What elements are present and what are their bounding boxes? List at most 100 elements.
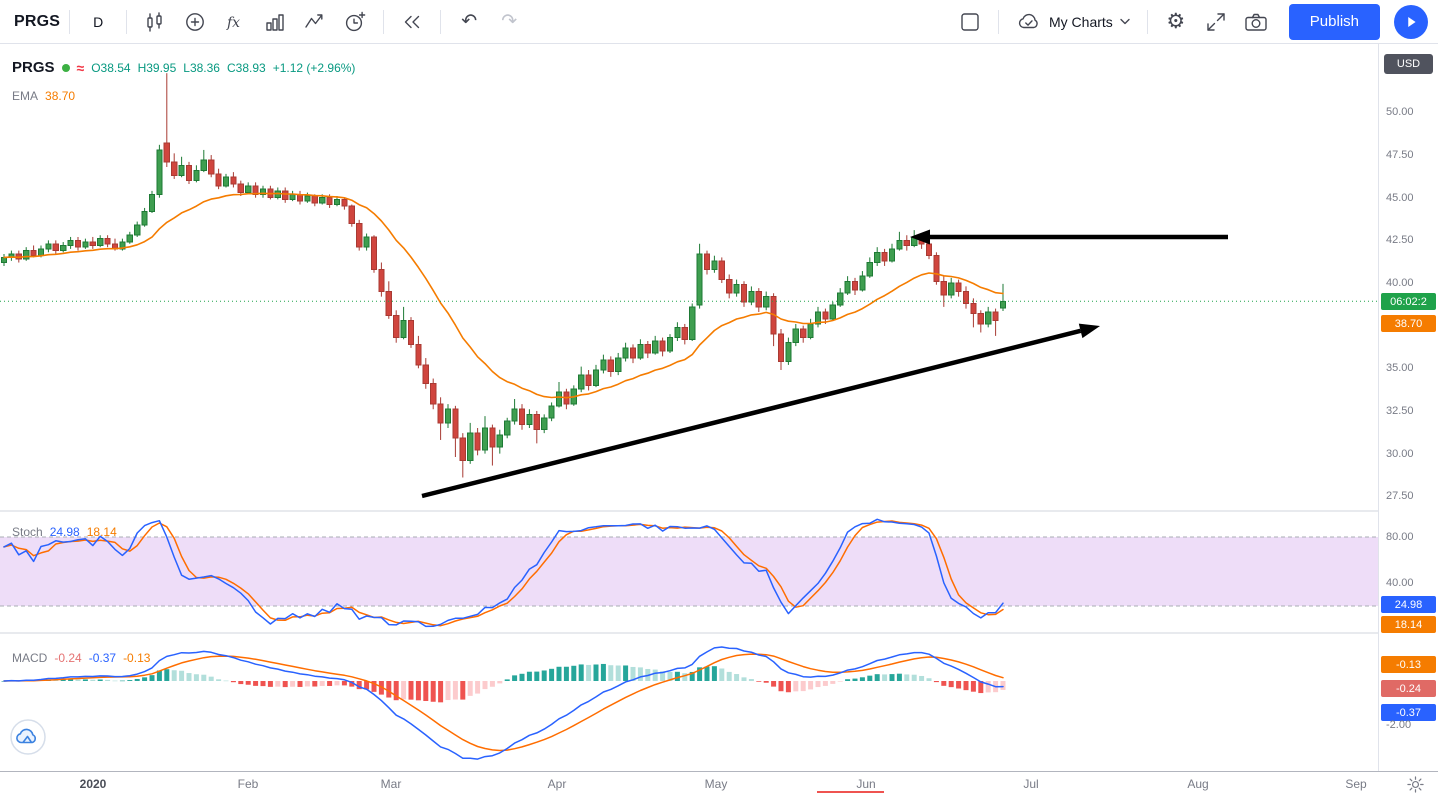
my-charts-button[interactable]: My Charts	[1008, 4, 1138, 40]
bar-replay-button[interactable]	[393, 4, 431, 40]
top-toolbar: PRGS D fx	[0, 0, 1438, 44]
ema-value: 38.70	[45, 89, 76, 103]
toolbar-divider	[440, 9, 442, 34]
stoch-k-value: 24.98	[49, 525, 80, 539]
stoch-d-badge: 18.14	[1381, 616, 1436, 633]
price-scale-label: 32.50	[1386, 404, 1414, 417]
stoch-band	[0, 537, 1378, 606]
drawn-arrow-head	[1078, 323, 1100, 339]
toolbar-divider	[1146, 9, 1148, 34]
macd-signal-badge: -0.13	[1381, 656, 1436, 673]
gear-icon: ⚙	[1166, 10, 1186, 33]
delayed-data-icon: ≈	[76, 59, 85, 76]
ema-label: EMA	[12, 89, 39, 103]
macd-legend[interactable]: MACD -0.24 -0.37 -0.13	[12, 651, 150, 665]
toolbar-divider	[126, 9, 128, 34]
legend-change: +1.12 (+2.96%)	[272, 60, 356, 75]
time-axis[interactable]: 2020 Feb Mar Apr May Jun Jul Aug Sep	[0, 771, 1438, 795]
compare-plus-icon	[186, 12, 205, 31]
price-scale-label: 30.00	[1386, 447, 1414, 460]
compare-button[interactable]	[176, 4, 214, 40]
bar-columns-icon	[266, 13, 284, 31]
stoch-d-value: 18.14	[86, 525, 117, 539]
price-scale-label: -2.00	[1386, 719, 1412, 731]
market-status-icon	[61, 63, 70, 72]
stoch-k-badge: 24.98	[1381, 596, 1436, 613]
alert-button[interactable]	[336, 4, 374, 40]
my-charts-label: My Charts	[1049, 13, 1113, 30]
cloud-mountain-logo-icon	[10, 719, 46, 755]
time-axis-label: Mar	[380, 777, 402, 791]
drawn-arrow[interactable]	[421, 328, 1082, 499]
rewind-icon	[404, 15, 420, 28]
price-scale-label: 42.50	[1386, 234, 1414, 247]
indicators-button[interactable]: fx	[216, 4, 254, 40]
play-arrow-icon	[1408, 16, 1416, 27]
time-axis-label: Sep	[1345, 777, 1367, 791]
open-ideas-panel-button[interactable]	[1394, 4, 1428, 39]
expand-arrows-icon	[1207, 12, 1225, 31]
settings-button[interactable]: ⚙	[1157, 4, 1195, 40]
theme-sun-icon[interactable]	[1407, 776, 1424, 795]
symbol-button[interactable]: PRGS	[14, 12, 61, 30]
legend-low: L38.36	[183, 60, 220, 75]
macd-hist-value: -0.24	[54, 651, 82, 665]
interval-button[interactable]: D	[79, 4, 117, 40]
time-axis-label: Jul	[1023, 777, 1039, 791]
price-scale[interactable]: USD 06:02:2 38.70 24.98 18.14 -0.13 -0.2…	[1378, 44, 1438, 771]
currency-badge[interactable]: USD	[1384, 54, 1433, 74]
undo-icon: ↶	[461, 11, 478, 32]
price-scale-label: 47.50	[1386, 149, 1414, 162]
stoch-label: Stoch	[12, 525, 43, 539]
layout-button[interactable]	[951, 4, 989, 40]
macd-signal-value: -0.13	[123, 651, 151, 665]
fullscreen-button[interactable]	[1197, 4, 1235, 40]
camera-icon	[1245, 13, 1267, 31]
tradingview-logo[interactable]	[10, 719, 46, 755]
legend-high: H39.95	[137, 60, 177, 75]
undo-button[interactable]: ↶	[450, 4, 488, 40]
chart-canvas[interactable]	[0, 44, 1378, 771]
legend-close: C38.93	[226, 60, 266, 75]
time-axis-label: Jun	[856, 777, 876, 791]
stoch-legend[interactable]: Stoch 24.98 18.14	[12, 525, 117, 539]
chevron-down-icon	[1120, 18, 1130, 25]
candlestick-style-icon	[147, 11, 162, 32]
chart-style-button[interactable]	[136, 4, 174, 40]
price-scale-label: 35.00	[1386, 362, 1414, 375]
time-axis-label: May	[704, 777, 728, 791]
price-scale-label: 45.00	[1386, 191, 1414, 204]
redo-button[interactable]: ↷	[490, 4, 528, 40]
time-axis-label: 2020	[79, 777, 107, 791]
drawn-arrow-head	[910, 229, 930, 245]
main-legend[interactable]: PRGS ≈ O38.54 H39.95 L38.36 C38.93 +1.12…	[12, 59, 355, 76]
screenshot-button[interactable]	[1237, 4, 1275, 40]
toolbar-divider	[383, 9, 385, 34]
price-scale-label: 40.00	[1386, 277, 1414, 289]
axis-highlight	[817, 791, 884, 793]
cloud-check-icon	[1018, 13, 1038, 28]
toolbar-divider	[998, 9, 999, 34]
price-scale-label: 27.50	[1386, 490, 1414, 503]
indicator-templates-button[interactable]	[256, 4, 294, 40]
svg-text:fx: fx	[226, 15, 240, 31]
toolbar-divider	[69, 9, 71, 34]
trend-wave-icon	[305, 13, 323, 28]
macd-hist-badge: -0.24	[1381, 680, 1436, 697]
ema-price-badge: 38.70	[1381, 315, 1436, 332]
redo-icon: ↷	[501, 11, 518, 32]
layout-square-icon	[961, 12, 979, 31]
ema-legend[interactable]: EMA 38.70	[12, 89, 75, 103]
publish-button[interactable]: Publish	[1288, 3, 1380, 40]
time-axis-label: Apr	[547, 777, 567, 791]
macd-line-badge: -0.37	[1381, 704, 1436, 721]
legend-symbol[interactable]: PRGS	[12, 59, 55, 76]
line-tools-button[interactable]	[296, 4, 334, 40]
chart-area: PRGS ≈ O38.54 H39.95 L38.36 C38.93 +1.12…	[0, 44, 1438, 771]
macd-line-value: -0.37	[88, 651, 117, 665]
macd-label: MACD	[12, 651, 48, 665]
alarm-clock-plus-icon	[346, 11, 366, 31]
time-axis-label: Aug	[1187, 777, 1209, 791]
price-scale-label: 80.00	[1386, 531, 1414, 543]
fx-indicators-icon: fx	[226, 15, 240, 31]
